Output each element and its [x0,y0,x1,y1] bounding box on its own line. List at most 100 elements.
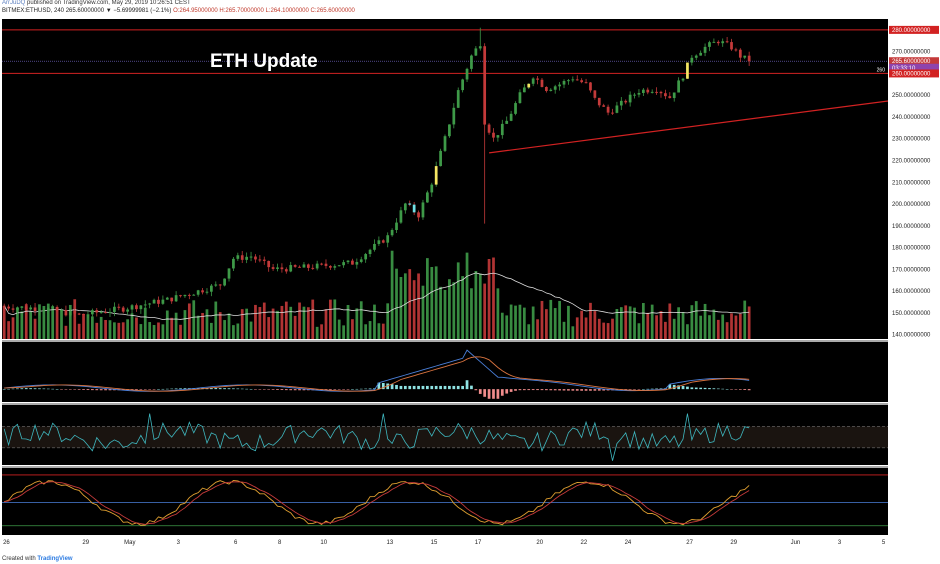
volume-bar [628,306,632,339]
time-tick-label: Jun [791,540,801,546]
volume-ma-line [3,272,750,321]
macd-hist-bar [240,388,244,390]
candle-body [408,203,412,205]
trading-chart[interactable]: ETH Update20.0000000010.000000000.000000… [0,17,940,550]
candle-body [55,306,59,311]
stoch-rsi-pane[interactable] [2,468,888,535]
macd-hist-bar [443,385,447,390]
candle-body [315,263,319,269]
candle-body [611,112,614,114]
volume-bar [73,299,77,339]
macd-hist-bar [302,389,306,391]
price-tick-label: 250.00000000 [892,93,931,99]
time-tick-label: 13 [387,540,394,546]
candle-body [597,97,601,106]
macd-hist-bar [659,388,663,390]
macd-hist-bar [351,389,354,390]
volume-bar [430,266,434,339]
volume-bar [408,269,412,339]
macd-hist-bar [368,388,372,390]
volume-bar [664,321,667,339]
volume-bar [487,259,491,339]
macd-hist-bar [7,388,10,390]
macd-hist-bar [333,389,337,390]
candle-body [747,55,751,62]
macd-hist-bar [196,388,200,390]
volume-bar [549,299,553,339]
macd-hist-bar [540,389,544,391]
candle-body [113,306,116,312]
volume-bar [68,304,72,339]
candle-body [333,266,337,268]
macd-pane[interactable] [2,342,888,402]
volume-bar [536,319,539,339]
macd-hist-bar [408,385,412,390]
candle-body [196,290,200,295]
macd-hist-bar [426,385,429,390]
macd-hist-bar [589,389,592,391]
candle-body [417,212,420,218]
price-pane[interactable] [2,19,888,339]
macd-hist-bar [99,389,103,391]
volume-bar [187,303,191,339]
trendline[interactable] [489,97,908,154]
candle-body [359,259,363,262]
volume-bar [210,322,213,339]
candle-body [694,55,698,58]
macd-hist-bar [672,384,676,390]
author-name[interactable]: ArrJuDQ [2,0,26,6]
time-tick-label: 17 [475,540,482,546]
volume-bar [677,307,680,339]
macd-hist-bar [712,388,716,390]
candles [2,27,751,318]
candle-body [606,106,610,113]
volume-bar [20,311,24,339]
macd-hist-bar [641,389,645,390]
macd-hist-bar [179,388,182,390]
macd-hist-bar [33,388,37,390]
volume-bar [399,277,403,339]
price-tick-label: 160.00000000 [892,289,931,295]
candle-body [99,312,103,314]
volume-bar [615,309,619,339]
candle-body [342,262,345,266]
volume-bar [373,304,376,339]
macd-signal-line [4,356,750,392]
macd-hist-bar [686,386,689,390]
price-label-box [889,63,939,72]
volume-bar [302,306,306,339]
candle-body [329,265,332,268]
candle-body [699,52,703,56]
candle-body [143,304,147,306]
candle-body [276,267,279,269]
volume-bar [205,309,209,339]
header-line-2: BITMEX:ETHUSD, 240 265.60000000 ▼ −5.699… [2,8,355,14]
time-tick-label: 29 [82,540,89,546]
candle-body [302,264,306,268]
volume-bar [619,307,623,339]
volume-bar [130,313,134,339]
volume-bar [522,307,526,339]
volume-bar [311,299,315,339]
volume-bar [439,286,442,339]
candle-body [320,263,323,265]
tradingview-logo-text[interactable]: TradingView [37,556,73,562]
price-axis[interactable] [888,17,940,535]
volume-bar [580,310,584,339]
volume-bar [11,317,15,339]
volume-bar [64,325,68,339]
price-tick-label: 220.00000000 [892,158,931,164]
macd-hist-bar [258,389,262,390]
macd-hist-bar [456,385,460,390]
macd-hist-bar [2,389,6,390]
volume-bar [245,308,249,339]
candle-body [139,305,143,310]
volume-bar [276,310,279,339]
volume-bar [434,266,438,339]
time-axis[interactable] [2,535,888,550]
macd-hist-bar [545,389,548,391]
macd-hist-bar [615,389,619,391]
candle-body [29,307,33,310]
candle-body [192,294,196,296]
candle-body [355,261,359,265]
